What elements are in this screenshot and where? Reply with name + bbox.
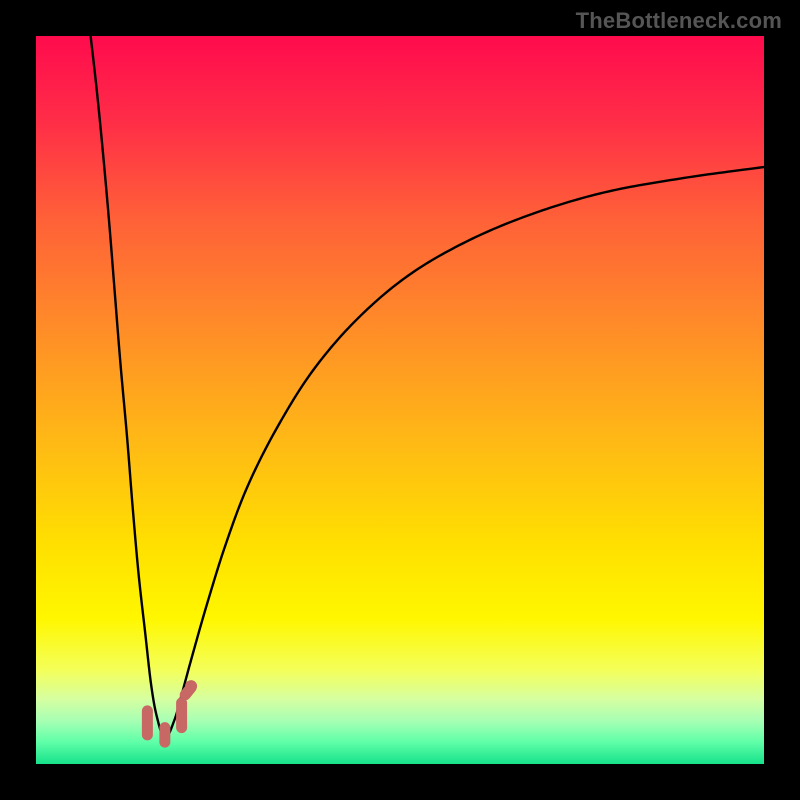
watermark-text: TheBottleneck.com [576,8,782,34]
plot-area [36,36,764,764]
plot-svg [36,36,764,764]
gradient-background [36,36,764,764]
chart-frame: TheBottleneck.com [0,0,800,800]
